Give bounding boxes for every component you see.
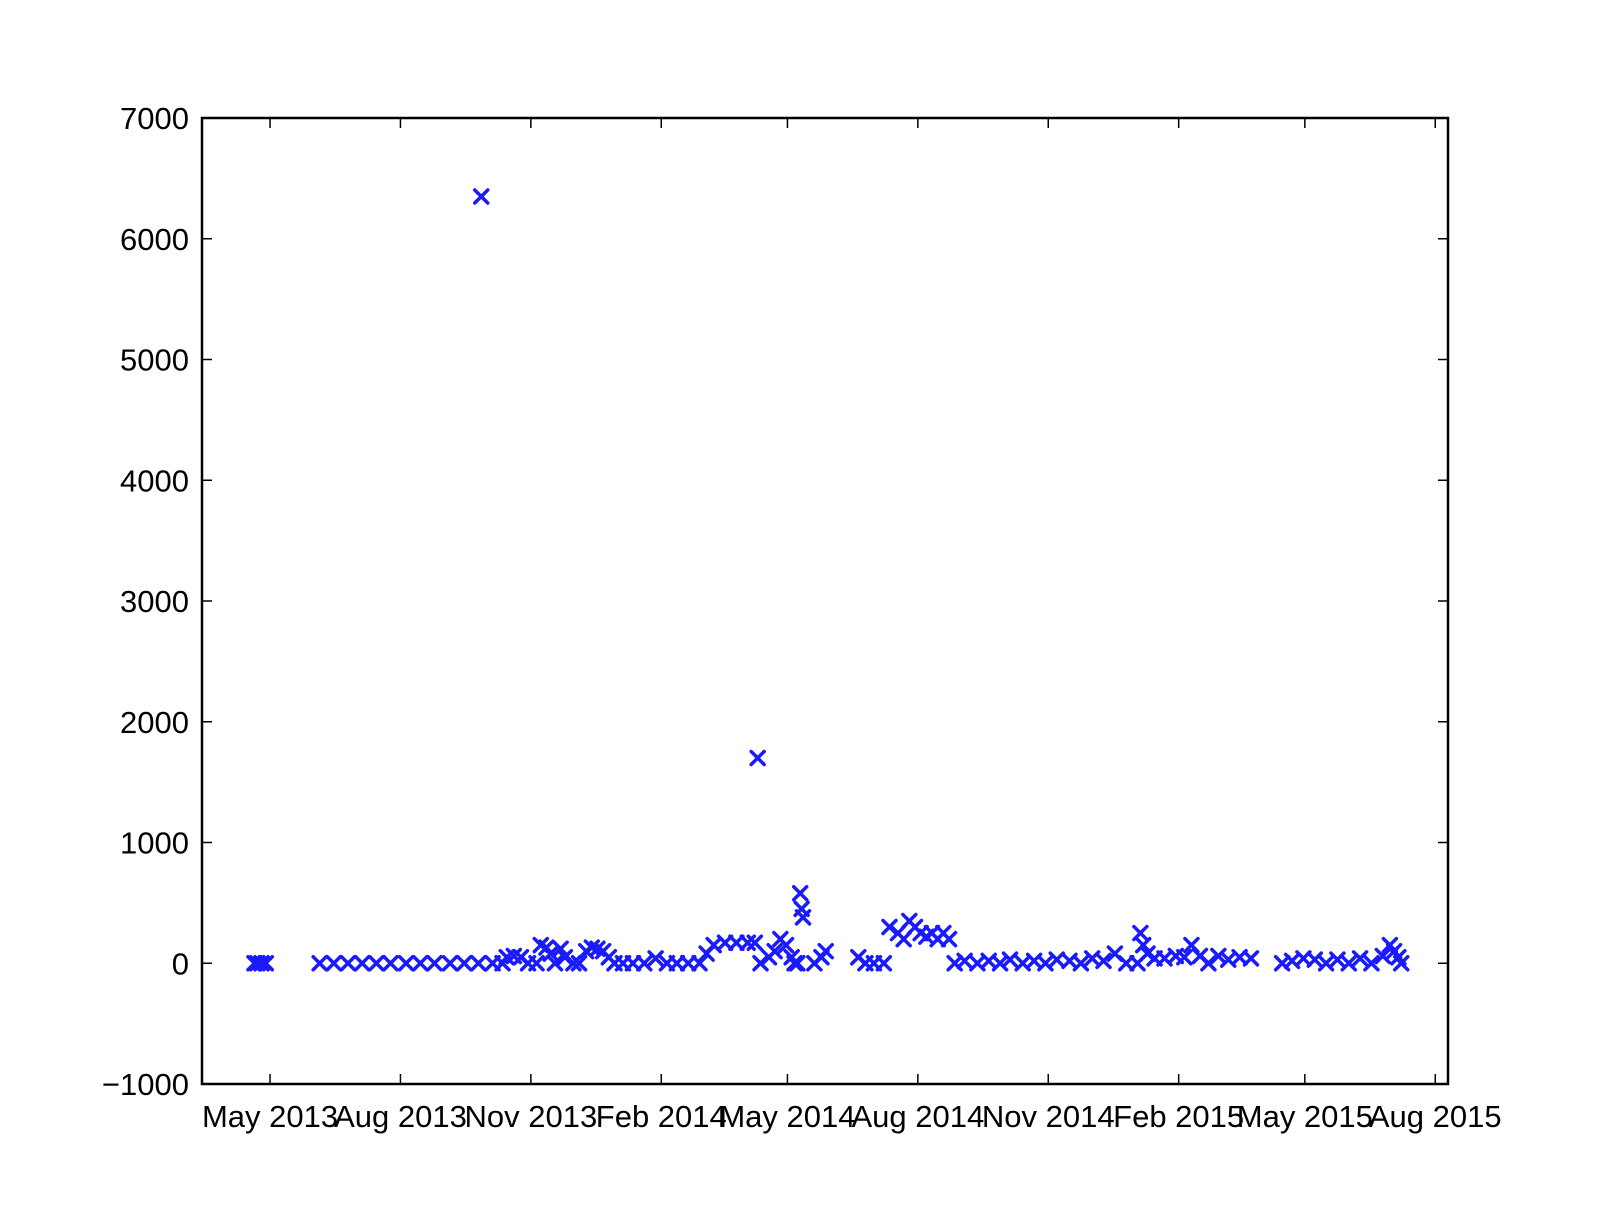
x-tick-label: May 2014	[719, 1099, 855, 1134]
y-tick-label: 7000	[120, 101, 189, 136]
x-tick-label: May 2013	[202, 1099, 338, 1134]
data-point	[1117, 955, 1135, 972]
y-tick-label: 0	[172, 946, 189, 981]
y-axis: −1000 0 1000 2000 3000 4000 5000 6000 7000	[102, 101, 1448, 1102]
data-point	[473, 188, 490, 205]
data-point	[766, 942, 783, 960]
data-point	[716, 934, 734, 951]
data-point	[746, 934, 764, 951]
data-point	[368, 955, 385, 972]
data-point	[542, 945, 559, 962]
data-point	[1374, 947, 1392, 965]
data-point	[470, 955, 487, 972]
data-point	[956, 952, 973, 970]
data-point	[1351, 950, 1369, 967]
data-point	[441, 955, 459, 972]
data-point	[565, 955, 582, 972]
data-point	[1340, 955, 1358, 972]
x-tick-label: Feb 2014	[596, 1099, 727, 1134]
data-point	[636, 955, 653, 972]
x-tick-label: Feb 2015	[1113, 1099, 1244, 1134]
y-tick-label: 4000	[120, 463, 189, 498]
data-point	[253, 955, 270, 972]
x-tick-label: Aug 2015	[1369, 1099, 1502, 1134]
y-tick-label: −1000	[102, 1067, 189, 1102]
data-point	[353, 955, 371, 972]
data-point	[1095, 952, 1112, 970]
data-point	[1134, 936, 1152, 954]
y-tick-label: 2000	[120, 705, 189, 740]
data-point	[1392, 955, 1410, 972]
data-point	[1072, 955, 1090, 972]
plot-area	[200, 116, 1450, 1086]
data-point	[749, 749, 766, 767]
data-point	[455, 955, 473, 972]
data-point	[875, 955, 893, 972]
x-tick-label: May 2015	[1237, 1099, 1373, 1134]
data-point	[339, 955, 357, 972]
data-point	[1048, 951, 1066, 968]
data-point	[817, 942, 834, 960]
data-point	[570, 955, 588, 972]
data-point	[728, 934, 745, 951]
data-point	[1363, 955, 1380, 972]
data-point	[668, 955, 686, 972]
data-point	[325, 955, 343, 972]
data-point	[382, 955, 399, 972]
x-tick-label: Aug 2014	[851, 1099, 984, 1134]
data-point	[528, 955, 545, 972]
data-point	[1200, 955, 1217, 972]
y-tick-label: 1000	[120, 826, 189, 861]
data-point	[624, 955, 642, 972]
y-tick-label: 6000	[120, 222, 189, 257]
x-tick-label: Nov 2013	[465, 1099, 598, 1134]
y-tick-label: 3000	[120, 584, 189, 619]
data-series	[246, 188, 1410, 972]
data-point	[777, 936, 795, 954]
data-point	[786, 955, 803, 972]
data-point	[789, 955, 806, 972]
data-point	[794, 909, 812, 926]
data-point	[679, 955, 697, 972]
data-point	[257, 955, 275, 972]
data-point	[397, 955, 415, 972]
y-tick-label: 5000	[120, 343, 189, 378]
data-point	[1001, 951, 1019, 968]
data-point	[647, 950, 664, 967]
data-point	[412, 955, 429, 972]
data-point	[791, 884, 809, 902]
data-point	[940, 930, 958, 948]
data-point	[552, 940, 569, 958]
data-point	[691, 955, 708, 972]
x-tick-label: Aug 2013	[334, 1099, 467, 1134]
data-point	[546, 955, 564, 972]
x-tick-label: Nov 2014	[982, 1099, 1115, 1134]
data-point	[311, 955, 328, 972]
data-point	[1176, 948, 1193, 966]
data-point	[426, 955, 443, 972]
data-point	[1242, 950, 1260, 967]
